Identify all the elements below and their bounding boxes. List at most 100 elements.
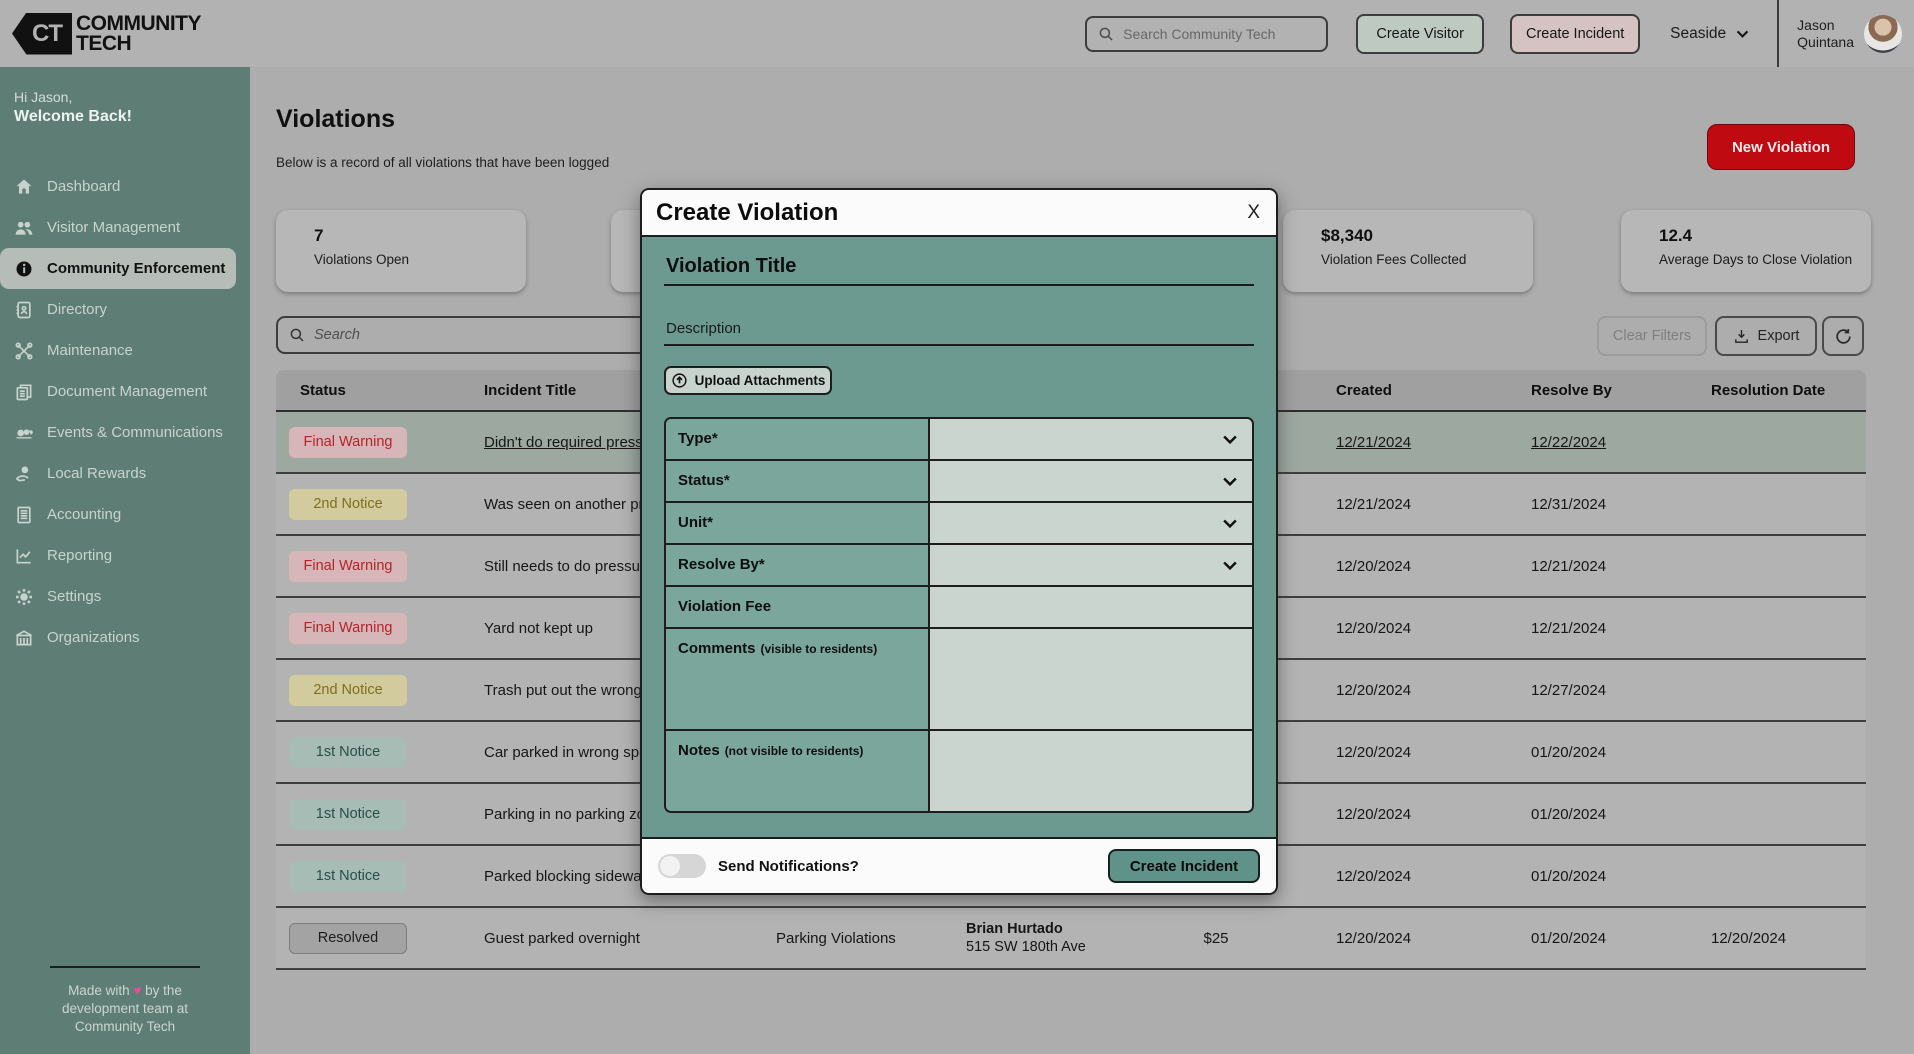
create-incident-button[interactable]: Create Incident bbox=[1108, 849, 1260, 883]
modal-title: Create Violation bbox=[656, 198, 839, 226]
sidebar-item-local-rewards[interactable]: Local Rewards bbox=[0, 453, 250, 494]
field-status: Status* bbox=[666, 461, 1252, 503]
toggle-knob bbox=[660, 856, 680, 876]
chevron-down-icon bbox=[1220, 471, 1240, 491]
field-notes: Notes (not visible to residents) bbox=[666, 731, 1252, 811]
sidebar-item-dashboard[interactable]: Dashboard bbox=[0, 166, 250, 207]
refresh-icon bbox=[1834, 327, 1853, 346]
tools-icon bbox=[14, 341, 34, 361]
status-badge: Final Warning bbox=[289, 426, 407, 458]
description-input[interactable]: Description bbox=[664, 320, 1254, 346]
stat-card-violations-open: 7 Violations Open bbox=[276, 210, 526, 292]
sidebar-item-community-enforcement[interactable]: Community Enforcement bbox=[0, 248, 236, 289]
sidebar: Hi Jason, Welcome Back! Dashboard Visito… bbox=[0, 67, 250, 1054]
global-search-input[interactable] bbox=[1123, 25, 1304, 42]
people-icon bbox=[14, 218, 34, 238]
export-button[interactable]: Export bbox=[1715, 316, 1817, 356]
table-row[interactable]: Resolved Guest parked overnight Parking … bbox=[276, 908, 1866, 970]
type-select[interactable] bbox=[930, 419, 1252, 459]
violation-fee-input[interactable] bbox=[930, 587, 1252, 627]
building-icon bbox=[14, 628, 34, 648]
status-badge: Final Warning bbox=[289, 550, 407, 582]
incident-title-link[interactable]: Didn't do required pressure w bbox=[484, 433, 680, 451]
send-notifications-toggle[interactable] bbox=[658, 854, 706, 878]
chevron-down-icon bbox=[1734, 25, 1751, 42]
status-badge: 2nd Notice bbox=[289, 488, 407, 520]
user-name: Jason Quintana bbox=[1797, 16, 1854, 50]
logo-mark: CT bbox=[12, 12, 72, 55]
unit-select[interactable] bbox=[930, 503, 1252, 543]
clear-filters-button[interactable]: Clear Filters bbox=[1597, 316, 1707, 356]
sidebar-item-organizations[interactable]: Organizations bbox=[0, 617, 250, 658]
col-incident-title: Incident Title bbox=[484, 381, 577, 399]
sidebar-item-events-communications[interactable]: Events & Communications bbox=[0, 412, 250, 453]
sidebar-item-document-management[interactable]: Document Management bbox=[0, 371, 250, 412]
field-violation-fee: Violation Fee bbox=[666, 587, 1252, 629]
field-resolve-by: Resolve By* bbox=[666, 545, 1252, 587]
heart-icon: ♥ bbox=[133, 983, 142, 998]
sidebar-item-settings[interactable]: Settings bbox=[0, 576, 250, 617]
sidebar-item-accounting[interactable]: Accounting bbox=[0, 494, 250, 535]
documents-icon bbox=[14, 382, 34, 402]
events-icon bbox=[14, 423, 34, 443]
app-logo: CT COMMUNITY TECH bbox=[12, 12, 202, 55]
gear-icon bbox=[14, 587, 34, 607]
create-visitor-button[interactable]: Create Visitor bbox=[1356, 13, 1485, 54]
field-comments: Comments (visible to residents) bbox=[666, 629, 1252, 731]
ledger-icon bbox=[14, 505, 34, 525]
created-date-link[interactable]: 12/21/2024 bbox=[1336, 433, 1412, 451]
comments-textarea[interactable] bbox=[930, 629, 1252, 729]
sidebar-item-maintenance[interactable]: Maintenance bbox=[0, 330, 250, 371]
field-type: Type* bbox=[666, 419, 1252, 461]
close-icon[interactable]: X bbox=[1247, 201, 1260, 223]
welcome-text: Welcome Back! bbox=[14, 108, 132, 125]
modal-body: Violation Title Description Upload Attac… bbox=[642, 237, 1276, 837]
status-badge: Final Warning bbox=[289, 612, 407, 644]
stat-card-average-days: 12.4 Average Days to Close Violation bbox=[1621, 210, 1871, 292]
user-menu[interactable]: Jason Quintana bbox=[1779, 14, 1914, 53]
field-unit: Unit* bbox=[666, 503, 1252, 545]
status-select[interactable] bbox=[930, 461, 1252, 501]
community-selector[interactable]: Seaside bbox=[1670, 25, 1751, 43]
create-incident-button-top[interactable]: Create Incident bbox=[1510, 13, 1641, 54]
refresh-button[interactable] bbox=[1822, 316, 1864, 356]
download-icon bbox=[1733, 328, 1750, 345]
search-icon bbox=[1097, 25, 1115, 43]
directory-icon bbox=[14, 300, 34, 320]
violation-title-input[interactable]: Violation Title bbox=[664, 251, 1254, 286]
chevron-down-icon bbox=[1220, 429, 1240, 449]
upload-attachments-button[interactable]: Upload Attachments bbox=[664, 366, 832, 395]
sidebar-footer: Made with ♥ by the development team at C… bbox=[0, 966, 250, 1036]
col-status: Status bbox=[300, 381, 346, 399]
home-icon bbox=[14, 177, 34, 197]
notes-textarea[interactable] bbox=[930, 731, 1252, 811]
sidebar-item-visitor-management[interactable]: Visitor Management bbox=[0, 207, 250, 248]
new-violation-button[interactable]: New Violation bbox=[1707, 124, 1855, 170]
status-badge: 1st Notice bbox=[289, 736, 407, 768]
sidebar-item-directory[interactable]: Directory bbox=[0, 289, 250, 330]
modal-header: Create Violation X bbox=[642, 190, 1276, 237]
col-resolution-date: Resolution Date bbox=[1711, 381, 1826, 399]
status-badge: 1st Notice bbox=[289, 798, 407, 830]
page-title: Violations bbox=[276, 105, 396, 133]
avatar[interactable] bbox=[1864, 14, 1902, 53]
sidebar-item-reporting[interactable]: Reporting bbox=[0, 535, 250, 576]
chevron-down-icon bbox=[1220, 555, 1240, 575]
global-search[interactable] bbox=[1085, 15, 1329, 52]
topbar-divider bbox=[1777, 0, 1780, 67]
search-icon bbox=[288, 326, 306, 344]
page-subtitle: Below is a record of all violations that… bbox=[276, 155, 610, 170]
info-icon bbox=[14, 259, 34, 279]
rewards-icon bbox=[14, 464, 34, 484]
stat-card-fees-collected: $8,340 Violation Fees Collected bbox=[1283, 210, 1533, 292]
status-badge: 1st Notice bbox=[289, 860, 407, 892]
upload-icon bbox=[671, 372, 688, 389]
chevron-down-icon bbox=[1220, 513, 1240, 533]
resolve-by-select[interactable] bbox=[930, 545, 1252, 585]
resolve-by-date-link[interactable]: 12/22/2024 bbox=[1531, 433, 1607, 451]
send-notifications-label: Send Notifications? bbox=[718, 857, 859, 875]
sidebar-greeting: Hi Jason, Welcome Back! bbox=[0, 67, 250, 126]
col-created: Created bbox=[1336, 381, 1392, 399]
status-badge: 2nd Notice bbox=[289, 674, 407, 706]
violation-fields: Type* Status* Unit* Resolve By* bbox=[664, 417, 1254, 813]
